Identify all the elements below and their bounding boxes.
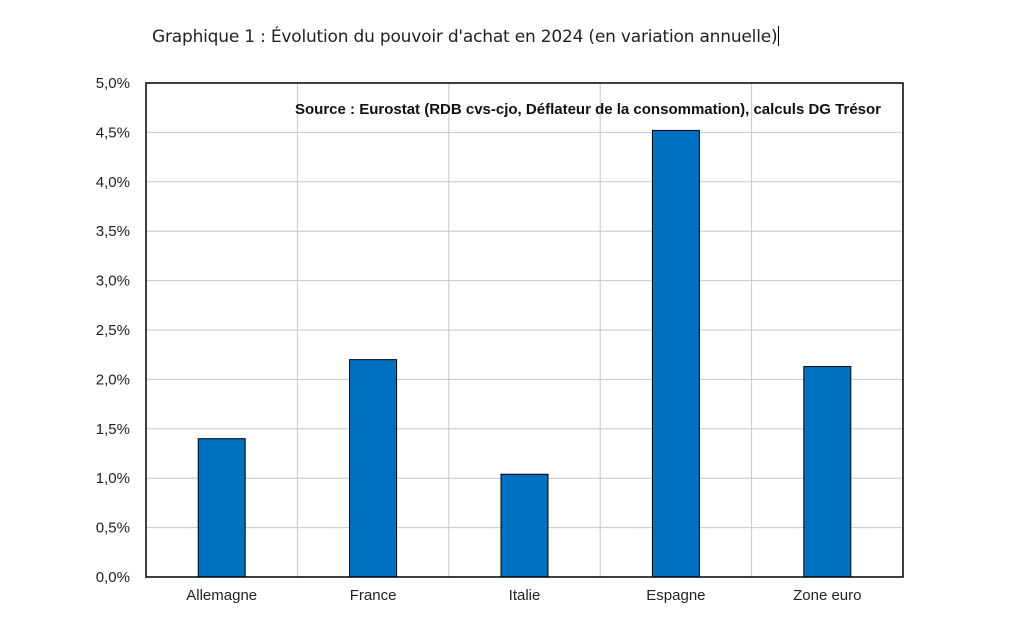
y-tick-label: 5,0% (96, 75, 130, 92)
y-tick-label: 2,0% (96, 371, 130, 388)
y-tick-label: 2,5% (96, 322, 130, 339)
bar-italie (500, 473, 549, 578)
bar-allemagne (197, 438, 246, 578)
y-tick-label: 4,0% (96, 174, 130, 191)
y-tick-label: 3,5% (96, 223, 130, 240)
chart-title-text: Graphique 1 : Évolution du pouvoir d'ach… (152, 27, 778, 47)
y-tick-label: 1,0% (96, 470, 130, 487)
x-tick-label: Espagne (646, 587, 705, 604)
bar-france (349, 359, 398, 578)
x-tick-label: Allemagne (186, 587, 257, 604)
y-tick-label: 3,0% (96, 273, 130, 290)
gridlines (146, 83, 903, 577)
y-tick-label: 1,5% (96, 421, 130, 438)
bars (197, 129, 852, 578)
y-tick-label: 4,5% (96, 124, 130, 141)
text-cursor (778, 26, 780, 46)
y-tick-label: 0,5% (96, 520, 130, 537)
bar-espagne (651, 129, 700, 578)
chart-title: Graphique 1 : Évolution du pouvoir d'ach… (152, 26, 780, 47)
bar-zone-euro (803, 366, 852, 578)
y-tick-label: 0,0% (96, 569, 130, 586)
plot-area-frame (145, 82, 904, 578)
x-tick-label: Italie (509, 587, 541, 604)
source-annotation: Source : Eurostat (RDB cvs-cjo, Déflateu… (295, 101, 881, 118)
x-tick-label: France (350, 587, 397, 604)
x-tick-label: Zone euro (793, 587, 861, 604)
y-axis-tick-labels: 0,0% 0,5% 1,0% 1,5% 2,0% 2,5% 3,0% 3,5% 4,0% 4,5%… (96, 75, 130, 586)
x-axis-tick-labels: Allemagne France Italie Espagne Zone euro (186, 587, 861, 604)
